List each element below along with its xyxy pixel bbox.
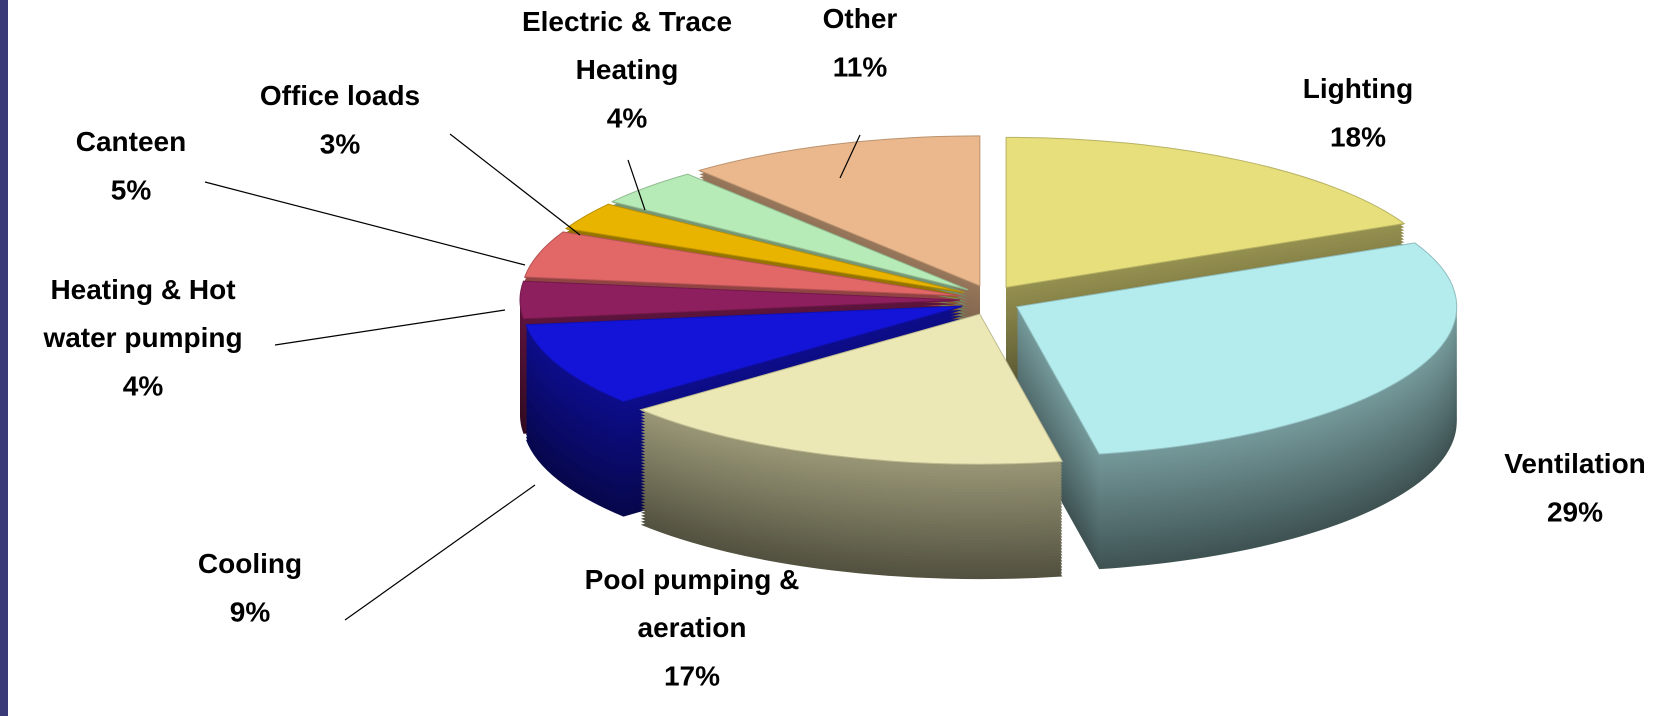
value-label: 18% (1330, 121, 1386, 152)
category-label: Cooling (198, 548, 302, 579)
slice (1015, 242, 1458, 455)
slice (697, 135, 981, 287)
category-label: Pool pumping & aeration (585, 564, 800, 643)
value-label: 5% (111, 174, 152, 205)
category-label: Ventilation (1504, 448, 1646, 479)
slice (564, 203, 965, 293)
value-label: 4% (607, 102, 648, 133)
category-label: Heating & Hot water pumping (42, 274, 242, 353)
leader-line (344, 484, 536, 621)
value-label: 17% (664, 660, 720, 691)
pie (519, 135, 1458, 580)
edge-strip (0, 0, 8, 716)
leader-line (204, 181, 526, 266)
labels: Lighting 18% Ventilation 29% Pool pumping & a… (42, 3, 1645, 691)
slice (639, 313, 1064, 465)
slice (523, 231, 962, 297)
slice (525, 305, 963, 403)
value-label: 9% (230, 596, 271, 627)
category-label: Electric & Trace Heating (522, 6, 732, 85)
category-label: Office loads (260, 80, 420, 111)
value-label: 29% (1547, 496, 1603, 527)
value-label: 4% (123, 370, 164, 401)
slice (1005, 136, 1406, 288)
value-label: 11% (833, 51, 888, 82)
leader-line (274, 309, 506, 346)
category-label: Other (823, 3, 898, 34)
category-label: Canteen (76, 126, 186, 157)
leader-line (627, 159, 646, 211)
value-label: 3% (320, 128, 361, 159)
slice (519, 280, 961, 320)
slice (610, 173, 969, 291)
leader-line (449, 133, 581, 236)
leader-line (839, 134, 861, 179)
category-label: Lighting (1303, 73, 1413, 104)
